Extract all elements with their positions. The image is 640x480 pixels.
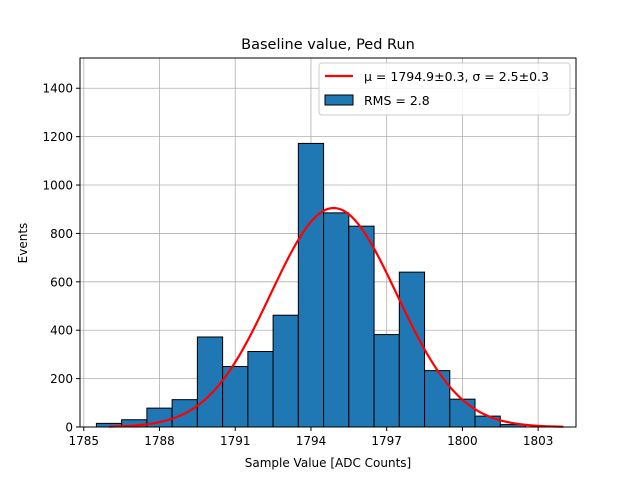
y-tick-label: 800: [50, 227, 73, 241]
x-tick-label: 1800: [447, 434, 478, 448]
histogram-bar-9: [297, 142, 325, 428]
x-tick-label: 1797: [371, 434, 402, 448]
gaussian-fit-curve: [109, 206, 564, 428]
y-tick-label: 1200: [42, 130, 73, 144]
histogram-bar-11: [348, 225, 375, 428]
x-tick-label: 1791: [220, 434, 251, 448]
histogram-bar-5: [196, 336, 224, 428]
legend-hist-swatch: [324, 94, 354, 106]
histogram-bar-8: [272, 314, 299, 428]
histogram-bar-14: [424, 370, 451, 428]
legend-hist-label: RMS = 2.8: [364, 93, 430, 108]
x-tick-label: 1803: [523, 434, 554, 448]
x-tick-label: 1785: [69, 434, 100, 448]
x-tick-label: 1788: [144, 434, 175, 448]
y-tick-label: 1400: [42, 82, 73, 96]
y-tick-label: 600: [50, 275, 73, 289]
y-axis-label: Events: [16, 223, 30, 264]
x-tick-label: 1794: [296, 434, 327, 448]
histogram-bars: [95, 142, 527, 428]
legend: μ = 1794.9±0.3, σ = 2.5±0.3 RMS = 2.8: [318, 62, 571, 116]
chart-title: Baseline value, Ped Run: [241, 37, 415, 53]
histogram-bar-12: [373, 334, 400, 428]
plot-frame: [79, 57, 577, 428]
histogram-bar-13: [398, 271, 426, 428]
histogram-bar-7: [247, 351, 274, 428]
legend-fit-label: μ = 1794.9±0.3, σ = 2.5±0.3: [364, 69, 549, 84]
y-tick-label: 0: [65, 421, 73, 435]
x-axis-ticks: 1785 1788 1791 1794 1797 1800 1803: [69, 427, 554, 448]
y-tick-label: 200: [50, 372, 73, 386]
legend-box: [318, 62, 571, 116]
histogram-bar-16: [474, 415, 501, 428]
y-axis-ticks: 0 200 400 600 800 1000 1200 1400: [42, 82, 80, 435]
histogram-bar-10: [323, 212, 350, 428]
y-tick-label: 400: [50, 324, 73, 338]
x-axis-label: Sample Value [ADC Counts]: [245, 456, 411, 470]
histogram-bar-15: [449, 398, 476, 428]
y-tick-label: 1000: [42, 179, 73, 193]
